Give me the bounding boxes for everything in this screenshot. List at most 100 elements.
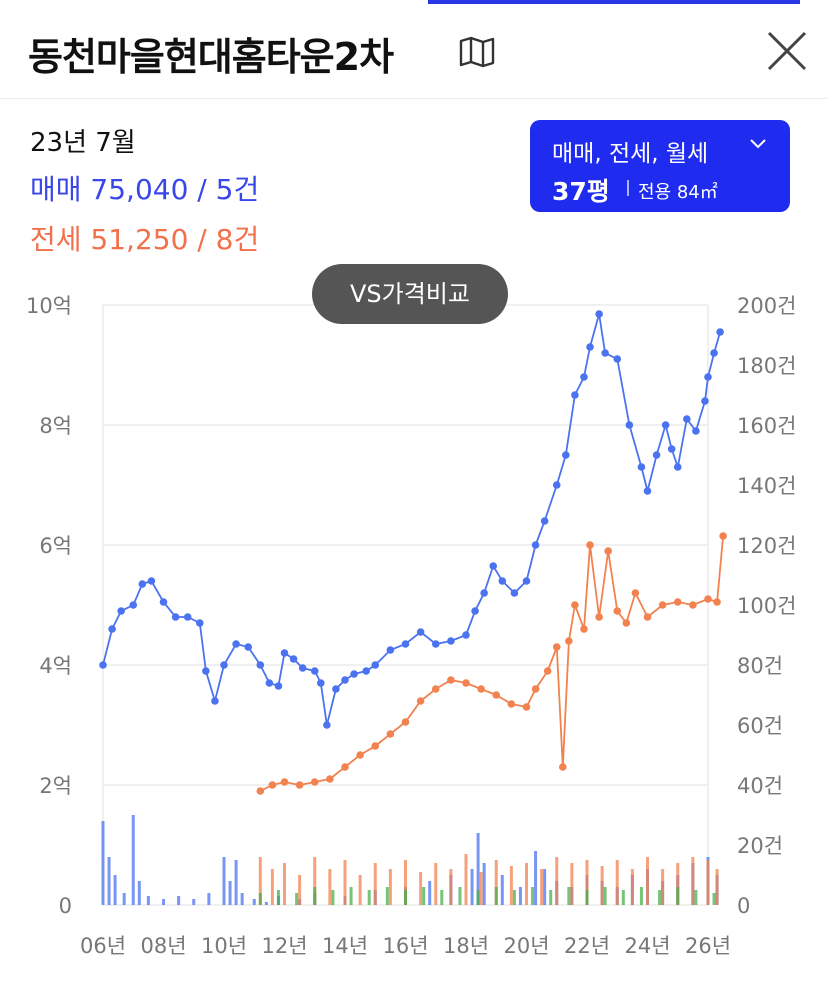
- volume-bar-sale: [518, 887, 522, 905]
- sale-point: [401, 640, 410, 648]
- sale-point: [317, 679, 325, 687]
- volume-bar-jeonse: [298, 875, 302, 905]
- sale-point: [471, 607, 479, 615]
- sale-point: [510, 589, 519, 597]
- volume-bar-jeonse: [343, 860, 347, 905]
- deal-filter-button[interactable]: 매매, 전세, 월세 37평 전용 84㎡: [530, 120, 790, 212]
- jeonse-point: [543, 667, 552, 675]
- volume-bar-jeonse: [358, 875, 362, 905]
- jeonse-point: [371, 742, 380, 750]
- volume-bar-jeonse: [615, 860, 619, 905]
- jeonse-point: [492, 691, 501, 699]
- jeonse-point: [522, 703, 531, 711]
- y-right-tick-label: 100건: [737, 594, 796, 618]
- sale-point: [298, 664, 307, 672]
- sale-point: [371, 661, 380, 669]
- volume-bar-sale: [101, 821, 105, 905]
- volume-bar-monthly: [567, 887, 571, 905]
- volume-bar-jeonse: [540, 869, 544, 905]
- volume-bar-monthly: [313, 887, 317, 905]
- jeonse-point: [447, 676, 455, 684]
- sale-point: [601, 349, 609, 357]
- y-right-tick-label: 200건: [737, 294, 796, 318]
- jeonse-summary: 전세 51,250 / 8건: [30, 223, 260, 256]
- volume-bar-sale: [146, 896, 150, 905]
- sale-point: [117, 607, 125, 615]
- sale-point: [710, 349, 718, 357]
- volume-bar-monthly: [639, 887, 643, 905]
- sale-point: [211, 697, 219, 705]
- sale-point: [256, 661, 265, 669]
- sale-point: [232, 640, 240, 648]
- volume-bar-sale: [222, 857, 226, 905]
- volume-bar-monthly: [331, 890, 335, 905]
- volume-bar-monthly: [385, 887, 389, 905]
- volume-bar-jeonse: [373, 863, 377, 905]
- map-icon[interactable]: [458, 36, 496, 68]
- sale-point: [138, 580, 147, 588]
- volume-bar-sale: [252, 899, 256, 905]
- volume-bar-jeonse: [419, 872, 423, 905]
- selected-date: 23년 7월: [30, 128, 136, 158]
- jeonse-point: [386, 730, 395, 738]
- jeonse-point: [604, 547, 612, 555]
- sale-point: [99, 661, 107, 669]
- jeonse-point: [416, 697, 425, 705]
- volume-bar-jeonse: [715, 869, 719, 905]
- volume-bar-monthly: [531, 887, 535, 905]
- jeonse-point: [341, 763, 349, 771]
- volume-bar-jeonse: [706, 860, 710, 905]
- volume-bar-jeonse: [388, 869, 392, 905]
- sale-point: [586, 343, 594, 351]
- sale-point: [289, 655, 298, 663]
- volume-bar-jeonse: [570, 863, 574, 905]
- jeonse-point: [431, 685, 440, 693]
- y-left-tick-label: 4억: [39, 654, 72, 678]
- jeonse-point: [310, 778, 319, 786]
- sale-point: [531, 541, 540, 549]
- sale-point: [159, 598, 168, 606]
- jeonse-point: [586, 541, 594, 549]
- sale-point: [147, 577, 156, 585]
- volume-bar-monthly: [404, 890, 407, 905]
- volume-bar-jeonse: [464, 854, 468, 905]
- header: 동천마을현대홈타운2차: [0, 0, 827, 99]
- sale-point: [196, 619, 204, 627]
- jeonse-point: [565, 637, 573, 645]
- volume-bar-jeonse: [494, 860, 498, 905]
- close-icon[interactable]: [764, 28, 810, 74]
- vs-compare-button[interactable]: VS가격비교: [312, 264, 508, 324]
- deal-types-label: 매매, 전세, 월세: [552, 141, 709, 167]
- y-right-tick-label: 120건: [737, 534, 796, 558]
- x-tick-label: 10년: [201, 934, 247, 958]
- sale-point: [701, 397, 709, 405]
- jeonse-point: [507, 700, 516, 708]
- x-tick-label: 18년: [443, 934, 489, 958]
- x-tick-label: 16년: [382, 934, 428, 958]
- jeonse-point: [256, 787, 265, 795]
- volume-bar-jeonse: [313, 857, 317, 905]
- price-chart[interactable]: 0 2억 4억 6억 8억 10억 0 20건 40건 60건 80건 100건 120건 140건 160…: [0, 280, 827, 993]
- volume-bar-sale: [192, 899, 196, 905]
- jeonse-point: [356, 751, 364, 759]
- volume-bar-monthly: [349, 887, 353, 905]
- sale-point: [265, 679, 274, 687]
- sale-point: [447, 637, 455, 645]
- y-right-tick-label: 40건: [737, 774, 783, 798]
- volume-bar-jeonse: [434, 863, 438, 905]
- jeonse-point: [571, 601, 579, 609]
- jeonse-point: [613, 607, 622, 615]
- sale-point: [661, 421, 670, 429]
- jeonse-point: [622, 619, 631, 627]
- volume-bars: [101, 815, 719, 905]
- volume-bar-sale: [177, 896, 181, 905]
- volume-bar-sale: [482, 863, 486, 905]
- sale-point: [280, 649, 289, 657]
- sale-point: [462, 631, 470, 639]
- sale-point: [522, 577, 531, 585]
- jeonse-point: [631, 589, 640, 597]
- jeonse-point: [531, 685, 540, 693]
- jeonse-point: [689, 601, 697, 609]
- volume-bar-sale: [534, 851, 538, 905]
- volume-bar-monthly: [422, 887, 426, 905]
